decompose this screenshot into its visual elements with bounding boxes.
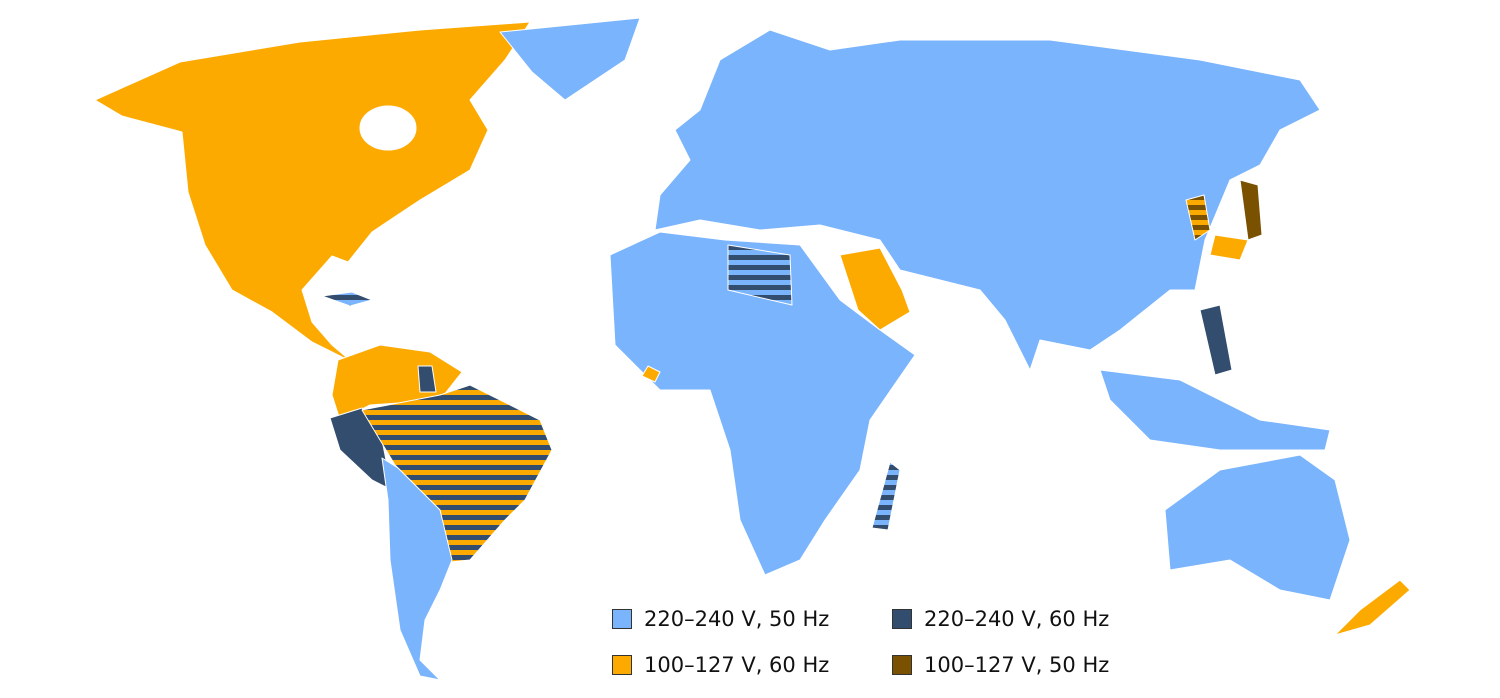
- region-japan-east: [1239, 179, 1263, 241]
- region-brazil: [361, 384, 553, 563]
- region-caribbean: [321, 291, 373, 307]
- region-libya: [727, 244, 793, 306]
- legend-item-220-60: 220–240 V, 60 Hz: [892, 606, 1152, 632]
- region-africa: [609, 231, 916, 576]
- region-new-zealand: [1334, 579, 1411, 636]
- region-australia: [1164, 454, 1351, 601]
- legend-swatch: [612, 609, 632, 629]
- region-north-america: [94, 21, 531, 363]
- legend-label: 100–127 V, 50 Hz: [924, 653, 1110, 677]
- legend-label: 100–127 V, 60 Hz: [644, 653, 830, 677]
- region-eurasia: [654, 29, 1321, 371]
- region-philippines: [1199, 304, 1233, 376]
- region-saudi-arabia: [839, 247, 911, 331]
- legend-swatch: [892, 609, 912, 629]
- region-liberia: [641, 365, 661, 383]
- legend-item-220-50: 220–240 V, 50 Hz: [612, 606, 892, 632]
- region-guyana: [417, 365, 437, 393]
- region-southeast-asia: [1099, 369, 1331, 451]
- legend-swatch: [892, 655, 912, 675]
- region-hudson-bay: [359, 105, 417, 151]
- region-madagascar: [871, 461, 901, 531]
- legend-item-110-60: 100–127 V, 60 Hz: [612, 652, 892, 678]
- region-greenland: [499, 17, 641, 101]
- region-korea: [1185, 194, 1211, 241]
- legend: 220–240 V, 50 Hz 220–240 V, 60 Hz 100–12…: [612, 606, 1152, 678]
- legend-swatch: [612, 655, 632, 675]
- region-southern-cone: [381, 457, 453, 681]
- legend-label: 220–240 V, 50 Hz: [644, 607, 830, 631]
- legend-item-110-50: 100–127 V, 50 Hz: [892, 652, 1152, 678]
- region-japan-west: [1209, 234, 1249, 261]
- legend-label: 220–240 V, 60 Hz: [924, 607, 1110, 631]
